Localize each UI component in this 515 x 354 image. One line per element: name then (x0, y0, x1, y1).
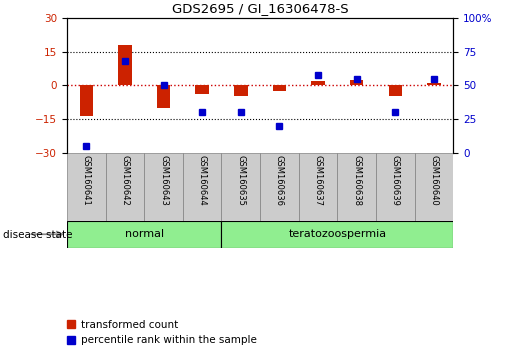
Text: GSM160638: GSM160638 (352, 155, 361, 206)
Bar (79, 85, 93, 116)
Text: GSM160643: GSM160643 (159, 155, 168, 206)
Bar (106, 153, 144, 221)
Bar (427, 83, 441, 85)
Text: GSM160640: GSM160640 (430, 155, 438, 206)
Bar (221, 221, 453, 248)
Bar (157, 85, 170, 108)
Text: teratozoospermia: teratozoospermia (288, 229, 386, 239)
Text: GSM160639: GSM160639 (391, 155, 400, 206)
Bar (118, 45, 132, 85)
Text: GSM160637: GSM160637 (314, 155, 322, 206)
Bar (415, 153, 453, 221)
Text: normal: normal (125, 229, 164, 239)
Title: GDS2695 / GI_16306478-S: GDS2695 / GI_16306478-S (172, 2, 348, 15)
Bar (376, 153, 415, 221)
Bar (67, 221, 221, 248)
Bar (337, 153, 376, 221)
Bar (234, 85, 248, 96)
Text: GSM160644: GSM160644 (198, 155, 207, 206)
Bar (388, 85, 402, 96)
Bar (195, 85, 209, 95)
Bar (144, 153, 183, 221)
Bar (350, 80, 364, 85)
Bar (299, 153, 337, 221)
Bar (311, 81, 325, 85)
Text: GSM160636: GSM160636 (275, 155, 284, 206)
Bar (221, 153, 260, 221)
Legend: transformed count, percentile rank within the sample: transformed count, percentile rank withi… (67, 320, 256, 345)
Text: disease state: disease state (3, 230, 72, 240)
Bar (67, 153, 106, 221)
Text: GSM160635: GSM160635 (236, 155, 245, 206)
Text: GSM160641: GSM160641 (82, 155, 91, 206)
Bar (272, 85, 286, 91)
Bar (260, 153, 299, 221)
Bar (183, 153, 221, 221)
Text: GSM160642: GSM160642 (121, 155, 129, 206)
